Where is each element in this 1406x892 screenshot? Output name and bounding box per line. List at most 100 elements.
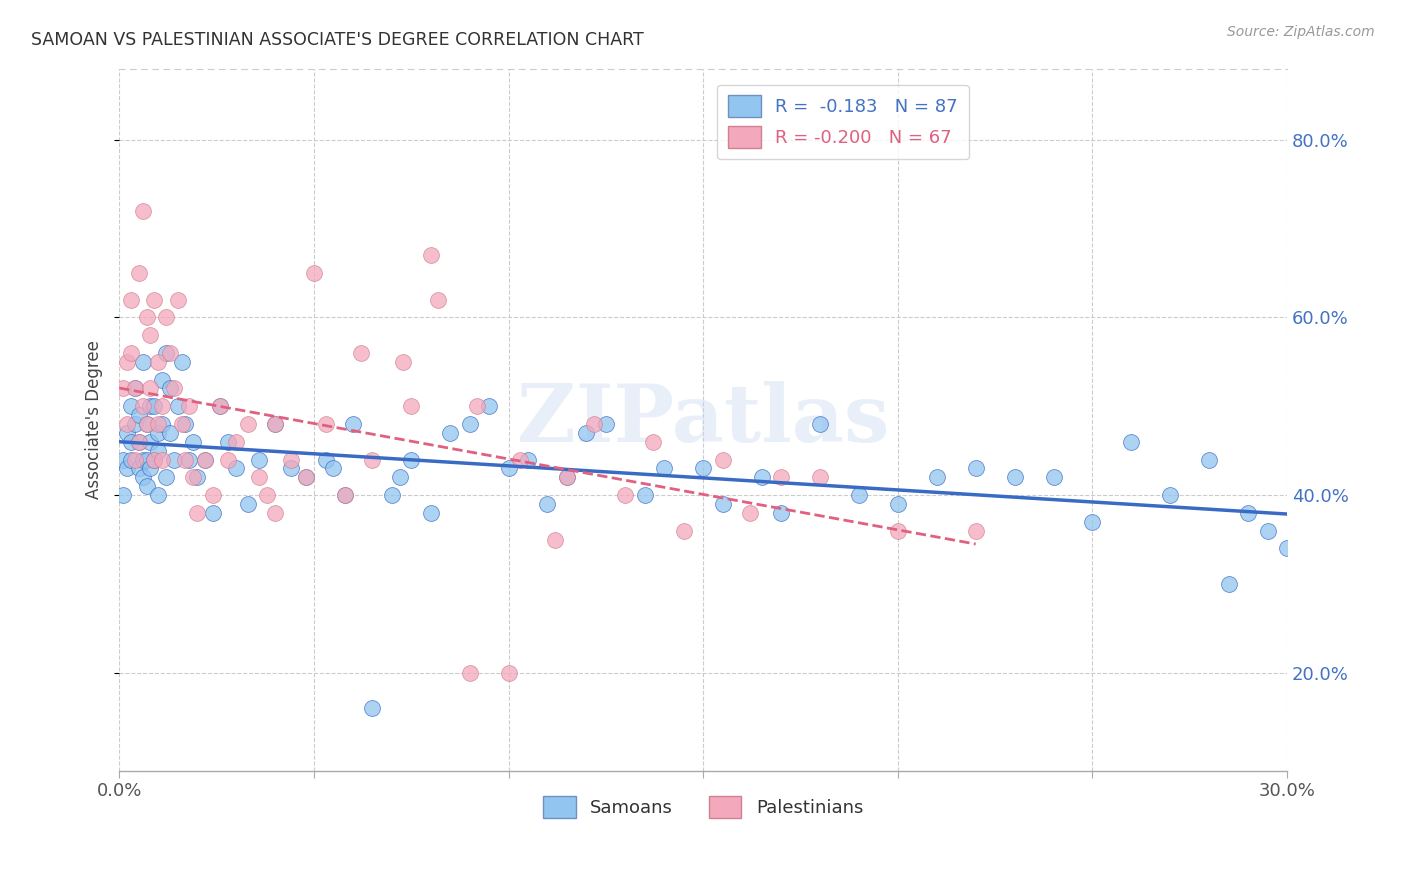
Point — [361, 701, 384, 715]
Point — [150, 417, 173, 431]
Point — [249, 470, 271, 484]
Point — [163, 382, 186, 396]
Point — [201, 488, 224, 502]
Point — [711, 497, 734, 511]
Point — [124, 382, 146, 396]
Point — [225, 434, 247, 449]
Point — [614, 488, 637, 502]
Point — [1218, 577, 1240, 591]
Point — [120, 452, 142, 467]
Point — [131, 203, 153, 218]
Point — [148, 425, 170, 440]
Point — [769, 506, 792, 520]
Point — [217, 452, 239, 467]
Point — [925, 470, 948, 484]
Point — [148, 417, 170, 431]
Point — [361, 452, 384, 467]
Point — [965, 461, 987, 475]
Point — [280, 461, 302, 475]
Point — [135, 479, 157, 493]
Point — [641, 434, 664, 449]
Point — [349, 346, 371, 360]
Point — [128, 461, 150, 475]
Point — [148, 355, 170, 369]
Point — [186, 470, 208, 484]
Point — [887, 524, 910, 538]
Point — [342, 417, 364, 431]
Point — [194, 452, 217, 467]
Point — [174, 452, 197, 467]
Point — [139, 461, 162, 475]
Point — [302, 266, 325, 280]
Point — [131, 399, 153, 413]
Point — [672, 524, 695, 538]
Point — [139, 399, 162, 413]
Point — [225, 461, 247, 475]
Y-axis label: Associate's Degree: Associate's Degree — [86, 340, 103, 499]
Point — [120, 293, 142, 307]
Point — [135, 417, 157, 431]
Point — [112, 452, 135, 467]
Point — [148, 488, 170, 502]
Point — [295, 470, 318, 484]
Point — [315, 417, 337, 431]
Point — [236, 497, 259, 511]
Point — [131, 452, 153, 467]
Point — [322, 461, 344, 475]
Legend: Samoans, Palestinians: Samoans, Palestinians — [536, 789, 870, 825]
Point — [458, 417, 481, 431]
Point — [166, 293, 188, 307]
Point — [509, 452, 531, 467]
Point — [139, 434, 162, 449]
Point — [150, 373, 173, 387]
Point — [965, 524, 987, 538]
Point — [634, 488, 657, 502]
Point — [143, 293, 166, 307]
Point — [769, 470, 792, 484]
Point — [1042, 470, 1064, 484]
Text: SAMOAN VS PALESTINIAN ASSOCIATE'S DEGREE CORRELATION CHART: SAMOAN VS PALESTINIAN ASSOCIATE'S DEGREE… — [31, 31, 644, 49]
Point — [392, 355, 415, 369]
Point — [1121, 434, 1143, 449]
Point — [381, 488, 404, 502]
Point — [427, 293, 450, 307]
Point — [124, 417, 146, 431]
Point — [135, 417, 157, 431]
Point — [148, 443, 170, 458]
Point — [236, 417, 259, 431]
Point — [1275, 541, 1298, 556]
Point — [264, 506, 287, 520]
Point — [583, 417, 606, 431]
Point — [295, 470, 318, 484]
Point — [186, 506, 208, 520]
Point — [1237, 506, 1260, 520]
Point — [159, 346, 181, 360]
Text: ZIPatlas: ZIPatlas — [517, 381, 890, 458]
Point — [155, 346, 177, 360]
Point — [555, 470, 578, 484]
Point — [388, 470, 411, 484]
Point — [128, 266, 150, 280]
Point — [128, 434, 150, 449]
Point — [159, 382, 181, 396]
Point — [738, 506, 761, 520]
Point — [155, 310, 177, 325]
Point — [1257, 524, 1279, 538]
Point — [131, 355, 153, 369]
Point — [333, 488, 356, 502]
Point — [595, 417, 617, 431]
Point — [170, 417, 193, 431]
Point — [264, 417, 287, 431]
Point — [179, 452, 201, 467]
Point — [536, 497, 558, 511]
Point — [120, 399, 142, 413]
Point — [115, 417, 138, 431]
Point — [399, 452, 422, 467]
Point — [1198, 452, 1220, 467]
Point — [128, 408, 150, 422]
Point — [1081, 515, 1104, 529]
Point — [333, 488, 356, 502]
Point — [143, 452, 166, 467]
Point — [115, 425, 138, 440]
Point — [163, 452, 186, 467]
